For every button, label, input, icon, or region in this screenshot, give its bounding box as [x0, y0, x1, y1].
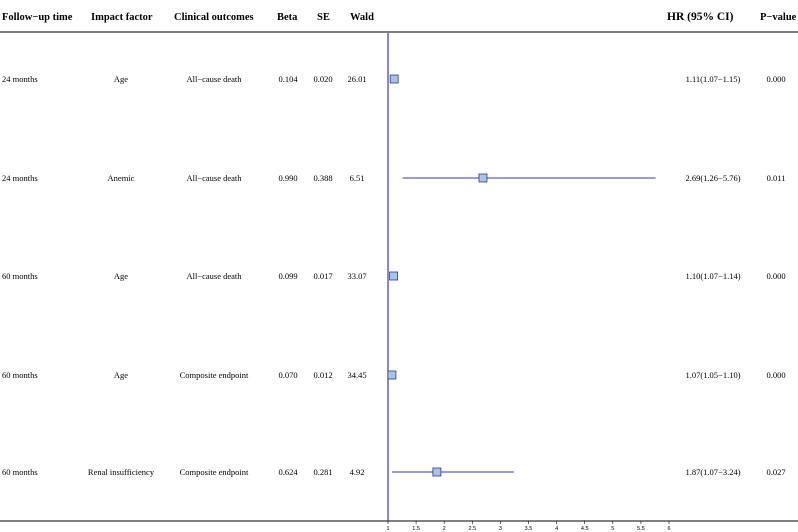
table-row: 24 months Anemic All−cause death 0.990 0.388…	[2, 173, 785, 183]
x-tick-label: 3	[499, 526, 502, 532]
x-tick-label: 6	[667, 526, 670, 532]
header-row: Follow−up time Impact factor Clinical ou…	[2, 11, 797, 23]
se-cell: 0.020	[313, 74, 332, 84]
pvalue-cell: 0.027	[766, 467, 785, 477]
beta-cell: 0.990	[278, 173, 297, 183]
table-row: 60 months Renal insufficiency Composite en…	[2, 467, 786, 477]
outcome-cell: Composite endpoint	[180, 467, 249, 477]
hr-cell: 2.69(1.26−5.76)	[685, 173, 740, 183]
wald-cell: 33.07	[347, 271, 366, 281]
factor-cell: Age	[114, 74, 128, 84]
wald-cell: 6.51	[350, 173, 365, 183]
pvalue-cell: 0.011	[767, 173, 786, 183]
followup-cell: 24 months	[2, 173, 38, 183]
wald-cell: 4.92	[350, 467, 365, 477]
table-row: 60 months Age Composite endpoint 0.070 0.012…	[2, 370, 786, 380]
plot-area: 1 1.5 2 2.5 3 3.5 4 4.5 5 5.5 6	[386, 33, 671, 532]
followup-cell: 60 months	[2, 467, 38, 477]
pvalue-cell: 0.000	[766, 74, 785, 84]
se-cell: 0.012	[313, 370, 332, 380]
x-tick-label: 2	[443, 526, 446, 532]
factor-cell: Age	[114, 271, 128, 281]
table-row: 24 months Age All−cause death 0.104 0.020 26.…	[2, 74, 786, 84]
hr-point	[432, 467, 442, 477]
beta-cell: 0.070	[278, 370, 297, 380]
outcome-cell: All−cause death	[186, 271, 242, 281]
header-followup: Follow−up time	[2, 12, 73, 23]
header-outcome: Clinical outcomes	[174, 12, 254, 23]
pvalue-cell: 0.000	[766, 370, 785, 380]
x-tick-label: 3.5	[525, 526, 533, 532]
x-tick-label: 4	[555, 526, 558, 532]
beta-cell: 0.624	[278, 467, 298, 477]
hr-point	[389, 271, 399, 281]
x-tick-label: 5	[611, 526, 614, 532]
factor-cell: Anemic	[108, 173, 135, 183]
hr-point	[389, 74, 399, 84]
hr-point	[478, 173, 488, 183]
followup-cell: 24 months	[2, 74, 38, 84]
wald-cell: 34.45	[347, 370, 366, 380]
wald-cell: 26.01	[347, 74, 366, 84]
header-beta: Beta	[277, 12, 298, 23]
x-tick-label: 1.5	[412, 526, 420, 532]
x-tick-label: 2.5	[468, 526, 476, 532]
header-se: SE	[317, 12, 330, 23]
table-row: 60 months Age All−cause death 0.099 0.017 33.…	[2, 271, 786, 281]
outcome-cell: All−cause death	[186, 74, 242, 84]
hr-cell: 1.07(1.05−1.10)	[685, 370, 740, 380]
pvalue-cell: 0.000	[766, 271, 785, 281]
header-pvalue: P−value	[760, 12, 797, 23]
followup-cell: 60 months	[2, 271, 38, 281]
hr-cell: 1.10(1.07−1.14)	[685, 271, 740, 281]
hr-cell: 1.87(1.07−3.24)	[685, 467, 740, 477]
followup-cell: 60 months	[2, 370, 38, 380]
x-tick-label: 5.5	[637, 526, 645, 532]
se-cell: 0.281	[313, 467, 332, 477]
x-tick-label: 4.5	[581, 526, 589, 532]
table-rows: 24 months Age All−cause death 0.104 0.020 26.…	[2, 74, 786, 477]
x-tick-label: 1	[386, 526, 389, 532]
factor-cell: Age	[114, 370, 128, 380]
header-hr: HR (95% CI)	[667, 11, 734, 23]
beta-cell: 0.099	[278, 271, 297, 281]
factor-cell: Renal insufficiency	[88, 467, 155, 477]
outcome-cell: All−cause death	[186, 173, 242, 183]
hr-cell: 1.11(1.07−1.15)	[686, 74, 741, 84]
outcome-cell: Composite endpoint	[180, 370, 249, 380]
hr-point	[387, 370, 397, 380]
se-cell: 0.017	[313, 271, 332, 281]
beta-cell: 0.104	[278, 74, 298, 84]
header-factor: Impact factor	[91, 12, 153, 23]
header-wald: Wald	[350, 12, 374, 23]
se-cell: 0.388	[313, 173, 332, 183]
